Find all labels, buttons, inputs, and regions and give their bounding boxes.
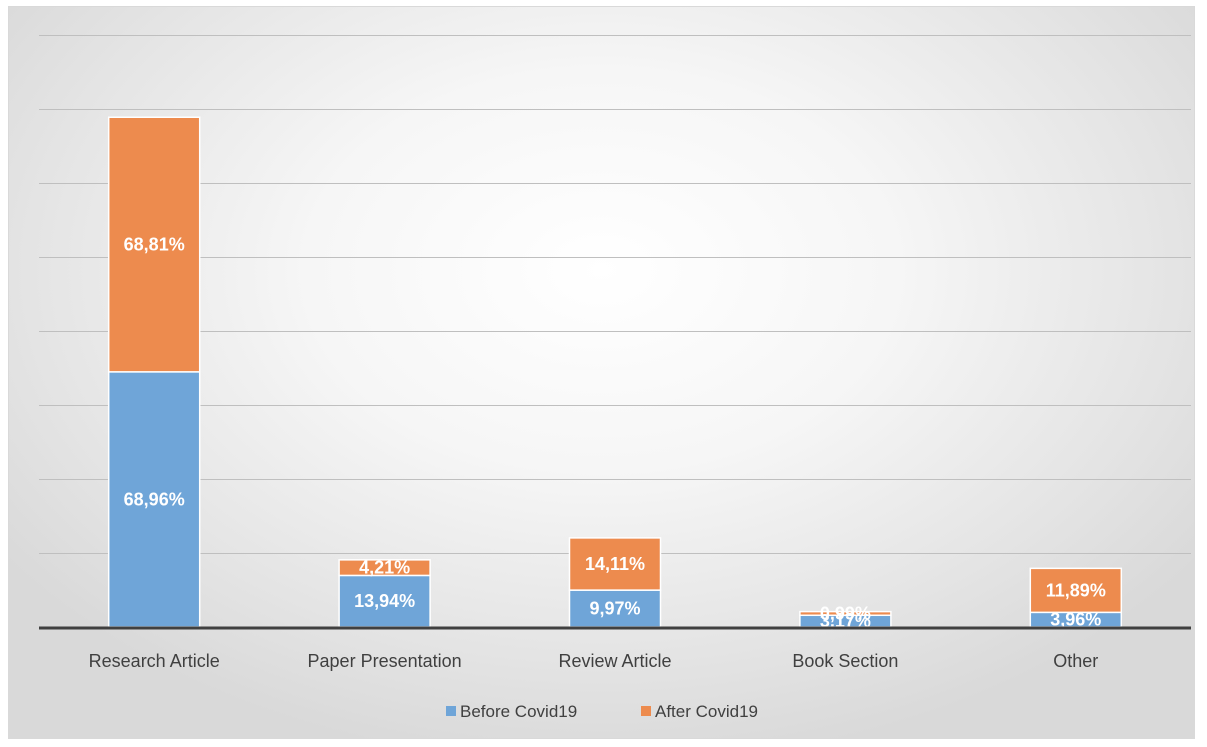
data-label-after-covid19-paper-presentation: 4,21% (359, 558, 410, 578)
bar-before-covid19-paper-presentation (338, 574, 431, 628)
chart-area: 68,96% 68,81% 13,94% 4,21% 9,97% 14,11% 3,17% 0… (8, 6, 1195, 739)
category-label-other: Other (1053, 651, 1098, 671)
bars (107, 116, 1123, 628)
legend-label-after-covid19: After Covid19 (655, 702, 758, 721)
bar-after-covid19-other (1029, 567, 1123, 614)
bar-after-covid19-paper-presentation (338, 559, 431, 577)
data-label-before-covid19-paper-presentation: 13,94% (354, 591, 415, 611)
data-label-after-covid19-research-article: 68,81% (124, 235, 185, 255)
bar-after-covid19-review-article (568, 537, 662, 591)
legend-label-before-covid19: Before Covid19 (460, 702, 577, 721)
category-label-book-section: Book Section (792, 651, 898, 671)
gridlines (39, 35, 1191, 554)
bar-before-covid19-research-article (107, 371, 201, 628)
category-label-research-article: Research Article (89, 651, 220, 671)
data-label-after-covid19-book-section: 0,99% (820, 603, 871, 623)
legend-swatch-before-covid19 (446, 706, 456, 716)
data-label-before-covid19-research-article: 68,96% (124, 489, 185, 509)
data-label-before-covid19-other: 3,96% (1050, 610, 1101, 630)
data-labels: 68,96% 68,81% 13,94% 4,21% 9,97% 14,11% 3,17%0… (124, 235, 1106, 632)
data-label-after-covid19-review-article: 14,11% (585, 554, 645, 574)
data-label-before-covid19-review-article: 9,97% (589, 599, 640, 619)
legend: Before Covid19 After Covid19 (446, 702, 758, 721)
category-label-review-article: Review Article (558, 651, 671, 671)
bar-after-covid19-book-section (799, 610, 892, 617)
data-label-before-covid19-book-section: 3,17% (820, 611, 871, 631)
category-axis-labels: Research Article Paper Presentation Review… (89, 651, 1099, 671)
stacked-bar-chart: 68,96% 68,81% 13,94% 4,21% 9,97% 14,11% 3,17%0… (39, 35, 1191, 721)
category-label-paper-presentation: Paper Presentation (308, 651, 462, 671)
legend-swatch-after-covid19 (641, 706, 651, 716)
bar-after-covid19-research-article (107, 116, 201, 373)
data-label-after-covid19-other: 11,89% (1046, 580, 1106, 600)
bar-before-covid19-review-article (568, 589, 662, 628)
